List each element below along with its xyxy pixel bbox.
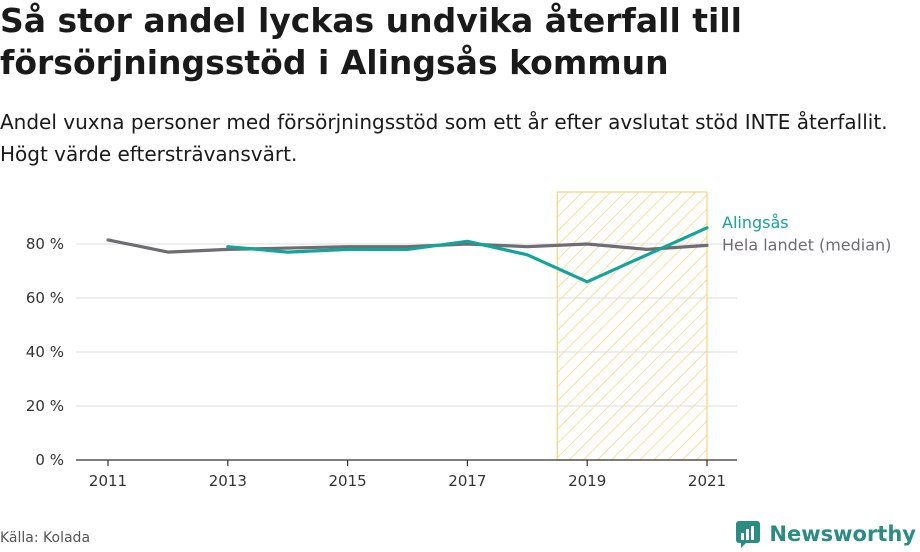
brand-name: Newsworthy <box>769 522 916 546</box>
line-chart: 0 % 20 % 40 % 60 % 80 % 2011 2013 2015 2017 2019 2… <box>26 191 891 490</box>
highlight-period <box>556 191 708 461</box>
chart-title: Så stor andel lyckas undvika återfall ti… <box>0 1 742 82</box>
source-note: Källa: Kolada <box>0 530 91 546</box>
x-tick-label: 2019 <box>568 472 606 490</box>
y-tick-label: 20 % <box>26 397 64 415</box>
series-label-median: Hela landet (median) <box>722 235 891 254</box>
chart-subtitle: Andel vuxna personer med försörjningsstö… <box>0 110 888 166</box>
x-tick-label: 2017 <box>448 472 486 490</box>
x-tick-label: 2013 <box>209 472 247 490</box>
series-label-alingsas: Alingsås <box>722 213 789 232</box>
newsworthy-logo-icon <box>736 521 761 548</box>
x-tick-label: 2015 <box>329 472 367 490</box>
y-tick-label: 0 % <box>35 451 64 469</box>
x-tick-label: 2011 <box>89 472 127 490</box>
series-line-median <box>106 238 709 254</box>
y-tick-label: 60 % <box>26 289 64 307</box>
brand-logo: Newsworthy <box>735 520 916 548</box>
y-tick-label: 40 % <box>26 343 64 361</box>
series-line-alingsas <box>226 226 709 284</box>
y-tick-label: 80 % <box>26 235 64 253</box>
x-tick-label: 2021 <box>688 472 726 490</box>
